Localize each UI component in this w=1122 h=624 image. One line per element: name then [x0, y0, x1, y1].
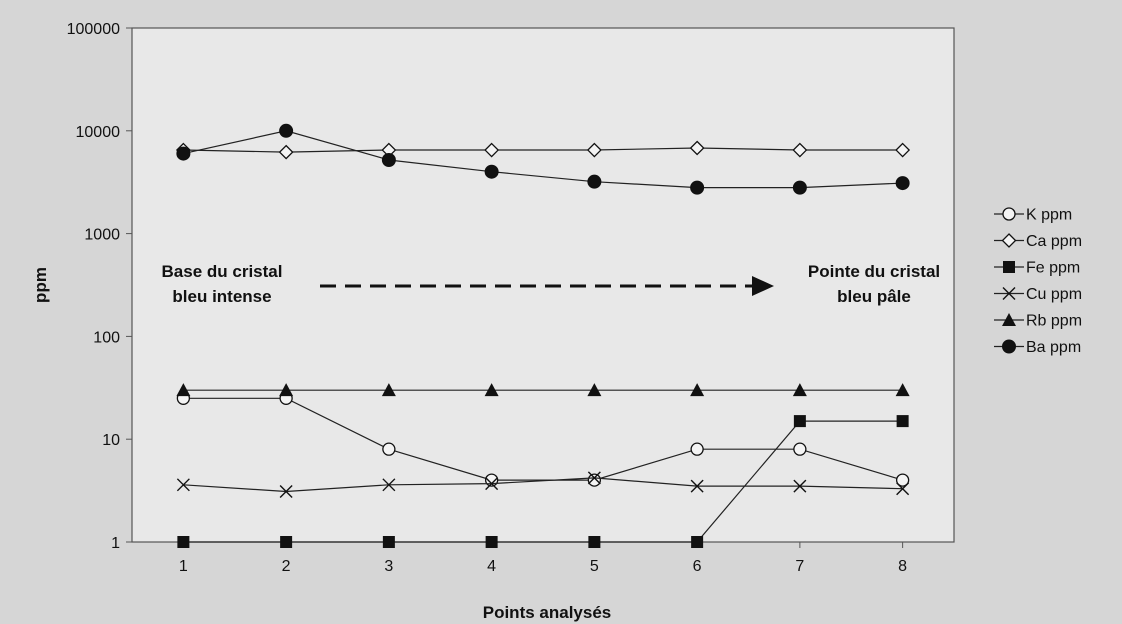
marker-triangle-filled	[895, 383, 910, 397]
marker-circle-filled	[1002, 339, 1016, 354]
marker-square-filled	[177, 536, 190, 548]
legend-label: K ppm	[1026, 207, 1072, 224]
x-tick-label: 4	[487, 558, 496, 575]
legend-item: Ba ppm	[994, 339, 1081, 356]
marker-diamond-open	[586, 142, 602, 158]
marker-circle-open	[895, 473, 910, 487]
x-tick-label: 1	[179, 558, 188, 575]
x-tick-label: 2	[282, 558, 291, 575]
legend-item: Fe ppm	[994, 260, 1080, 277]
marker-circle-filled	[690, 180, 705, 195]
y-axis: 1 10 100 1000 10000 100000	[67, 21, 132, 552]
marker-x-stroke	[485, 477, 499, 491]
legend-label: Cu ppm	[1026, 286, 1082, 303]
legend-label: Rb ppm	[1026, 313, 1082, 330]
marker-square-filled	[896, 415, 909, 428]
legend-item: Cu ppm	[994, 286, 1082, 303]
series-ca-ppm	[175, 140, 911, 160]
x-tick-label: 3	[384, 558, 393, 575]
y-tick-label: 100000	[67, 21, 120, 38]
y-tick-label: 1	[111, 535, 120, 552]
marker-square-filled	[280, 536, 293, 548]
marker-diamond-open	[895, 142, 911, 158]
legend-label: Ba ppm	[1026, 339, 1081, 356]
marker-circle-filled	[792, 180, 807, 195]
annotation-arrow-head	[752, 276, 774, 296]
marker-x-stroke	[896, 482, 910, 496]
marker-x-stroke	[279, 484, 293, 498]
marker-square-filled	[588, 536, 601, 548]
annotation-base-line2: bleu intense	[172, 287, 271, 306]
marker-x-stroke	[1002, 287, 1016, 300]
legend-item: Rb ppm	[994, 313, 1082, 330]
marker-triangle-filled	[792, 383, 807, 397]
marker-circle-filled	[484, 164, 499, 179]
marker-square-filled	[485, 536, 498, 548]
marker-diamond-open	[484, 142, 500, 158]
x-tick-label: 7	[795, 558, 804, 575]
marker-circle-open	[793, 442, 807, 456]
marker-triangle-filled	[279, 383, 294, 397]
x-tick-label: 8	[898, 558, 907, 575]
marker-square-filled	[382, 536, 395, 548]
legend-item: Ca ppm	[994, 233, 1082, 250]
legend-item: K ppm	[994, 207, 1072, 224]
marker-circle-open	[1002, 207, 1016, 221]
marker-diamond-open	[689, 140, 705, 156]
marker-triangle-filled	[690, 383, 705, 397]
marker-x-stroke	[587, 471, 601, 485]
series-ba-ppm	[176, 123, 910, 195]
marker-diamond-open	[792, 142, 808, 158]
legend: K ppm Ca ppm Fe ppm Cu ppm Rb ppm Ba ppm	[994, 207, 1082, 356]
marker-circle-filled	[279, 123, 294, 138]
marker-circle-filled	[176, 146, 191, 161]
series-line	[183, 477, 903, 493]
marker-diamond-open	[278, 144, 294, 160]
marker-triangle-filled	[587, 383, 602, 397]
series-layer	[175, 123, 911, 548]
annotation-tip-line1: Pointe du cristal	[808, 262, 940, 281]
marker-triangle-filled	[1002, 313, 1016, 326]
marker-square-filled	[793, 415, 806, 428]
y-tick-label: 1000	[84, 227, 120, 244]
x-tick-label: 6	[693, 558, 702, 575]
marker-circle-open	[382, 442, 396, 456]
annotation-tip-line2: bleu pâle	[837, 287, 911, 306]
x-axis-title: Points analysés	[483, 603, 612, 622]
legend-label: Ca ppm	[1026, 233, 1082, 250]
series-fe-ppm	[177, 415, 909, 548]
y-axis-title: ppm	[31, 267, 50, 303]
marker-circle-open	[587, 473, 602, 487]
x-tick-label: 5	[590, 558, 599, 575]
marker-circle-filled	[895, 176, 910, 191]
series-line	[183, 130, 903, 189]
marker-x-stroke	[382, 478, 396, 492]
marker-triangle-filled	[381, 383, 396, 397]
marker-triangle-filled	[176, 383, 191, 397]
series-line	[183, 420, 903, 543]
marker-circle-filled	[381, 152, 396, 167]
y-tick-label: 10000	[76, 124, 121, 141]
marker-x-stroke	[793, 479, 807, 493]
marker-x-stroke	[690, 479, 704, 493]
marker-circle-filled	[587, 174, 602, 189]
series-line	[183, 397, 903, 481]
marker-diamond-open	[1001, 233, 1017, 248]
y-tick-label: 10	[102, 432, 120, 449]
y-tick-label: 100	[93, 329, 120, 346]
series-line	[183, 147, 903, 153]
series-cu-ppm	[176, 471, 910, 498]
annotation-base-line1: Base du cristal	[162, 262, 283, 281]
plot-area	[131, 27, 955, 543]
marker-circle-open	[690, 442, 704, 456]
marker-triangle-filled	[484, 383, 499, 397]
legend-label: Fe ppm	[1026, 260, 1080, 277]
marker-square-filled	[691, 536, 704, 548]
marker-square-filled	[1003, 261, 1015, 273]
marker-x-stroke	[176, 478, 190, 492]
series-rb-ppm	[176, 383, 910, 397]
